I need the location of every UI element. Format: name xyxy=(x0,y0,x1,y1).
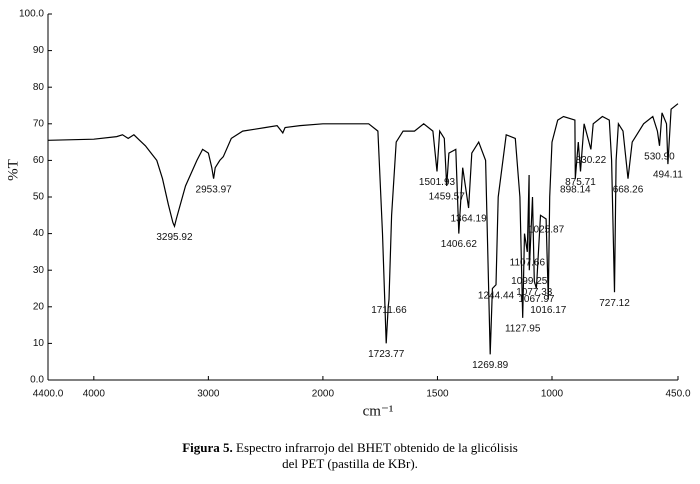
y-axis-label: %T xyxy=(5,159,21,181)
peak-label: 875.71 xyxy=(565,177,596,188)
x-tick-label: 4000 xyxy=(83,389,106,400)
peak-label: 2953.97 xyxy=(196,184,233,195)
y-tick-label: 100.0 xyxy=(19,9,44,20)
x-tick-label: 3000 xyxy=(197,389,220,400)
peak-label: 668.26 xyxy=(613,184,644,195)
peak-label: 830.22 xyxy=(576,155,607,166)
caption: Figura 5. Espectro infrarrojo del BHET o… xyxy=(0,440,700,472)
y-tick-label: 50 xyxy=(33,192,45,203)
peak-label: 1364.19 xyxy=(450,214,487,225)
x-axis-label: cm⁻¹ xyxy=(363,403,394,419)
peak-label: 1107.66 xyxy=(510,258,546,269)
caption-label: Figura 5. xyxy=(182,440,233,455)
peak-label: 530.90 xyxy=(644,151,675,162)
x-tick-label: 1000 xyxy=(541,389,564,400)
peak-label: 727.12 xyxy=(599,298,630,309)
spectrum-line xyxy=(47,103,679,355)
y-tick-label: 90 xyxy=(33,45,45,56)
y-tick-label: 0.0 xyxy=(30,375,44,386)
peak-label: 1723.77 xyxy=(368,349,405,360)
peak-label: 1269.89 xyxy=(472,360,509,371)
y-tick-label: 30 xyxy=(33,265,45,276)
caption-line: Figura 5. Espectro infrarrojo del BHET o… xyxy=(0,440,700,456)
peak-label: 1099.25 xyxy=(511,276,548,287)
x-tick-label: 450.0 xyxy=(665,389,690,400)
x-tick-label: 4400.0 xyxy=(33,389,64,400)
peak-label: 1711.66 xyxy=(371,305,407,316)
peak-label: 3295.92 xyxy=(156,232,193,243)
peak-label: 1501.93 xyxy=(419,177,456,188)
y-tick-label: 40 xyxy=(33,228,45,239)
peak-label: 1127.95 xyxy=(505,323,541,334)
caption-line: del PET (pastilla de KBr). xyxy=(0,456,700,472)
caption-text: del PET (pastilla de KBr). xyxy=(282,456,418,471)
x-tick-label: 2000 xyxy=(312,389,335,400)
y-tick-label: 80 xyxy=(33,82,45,93)
chart: %T cm⁻¹ 0.0 10 20 30 40 50 60 70 80 90 100.0 4400.0… xyxy=(5,9,691,420)
peak-label: 1067.97 xyxy=(518,294,555,305)
y-tick-label: 60 xyxy=(33,155,45,166)
caption-text: Espectro infrarrojo del BHET obtenido de… xyxy=(236,440,518,455)
peak-label: 1077.33 xyxy=(516,287,553,298)
y-tick-label: 20 xyxy=(33,301,45,312)
peak-label: 1244.44 xyxy=(478,290,515,301)
x-tick-label: 1500 xyxy=(426,389,449,400)
peak-label: 1459.57 xyxy=(429,192,466,203)
peak-label: 1025.87 xyxy=(528,225,565,236)
peak-label: 1016.17 xyxy=(530,305,567,316)
peak-label: 494.11 xyxy=(653,170,683,181)
peak-label: 1406.62 xyxy=(441,239,478,250)
y-tick-label: 10 xyxy=(33,338,45,349)
peak-label: 898.14 xyxy=(560,184,591,195)
y-tick-label: 70 xyxy=(33,118,45,129)
